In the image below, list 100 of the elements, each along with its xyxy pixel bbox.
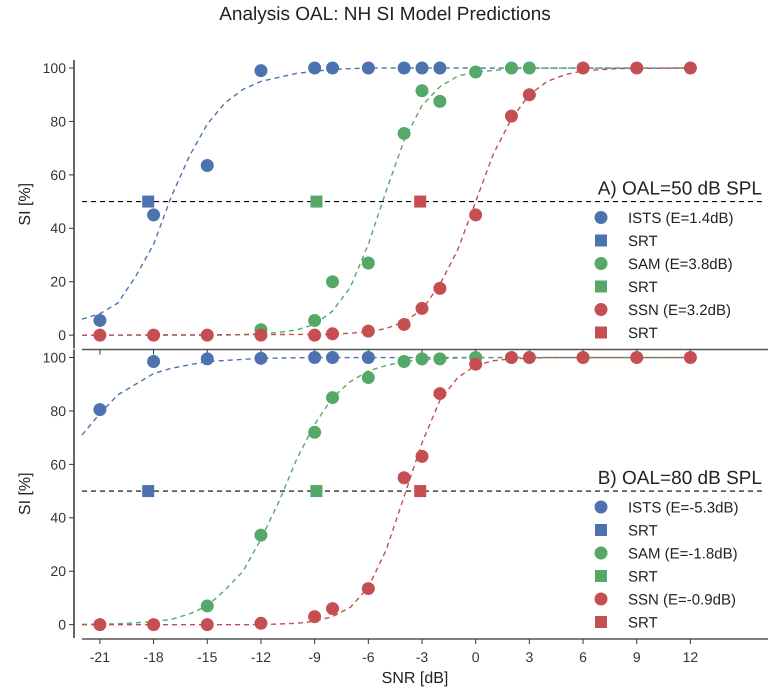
point bbox=[147, 208, 160, 222]
point bbox=[433, 387, 446, 400]
legend-label: SSN (E=-0.9dB) bbox=[628, 591, 736, 608]
point bbox=[326, 275, 340, 288]
point bbox=[469, 66, 482, 79]
x-tick-label: 6 bbox=[579, 649, 588, 665]
point bbox=[147, 618, 160, 632]
y-tick-label: 0 bbox=[58, 616, 66, 633]
point bbox=[362, 62, 375, 75]
point bbox=[326, 351, 340, 364]
y-tick-label: 20 bbox=[50, 563, 66, 580]
legend-label: SRT bbox=[628, 278, 658, 296]
y-tick-label: 60 bbox=[50, 456, 66, 472]
x-axis-title: SNR [dB] bbox=[382, 670, 448, 687]
point bbox=[147, 328, 160, 342]
point bbox=[142, 485, 154, 498]
legend-label: SAM (E=-1.8dB) bbox=[628, 545, 738, 562]
point bbox=[310, 485, 322, 498]
point bbox=[362, 351, 375, 364]
point bbox=[93, 328, 106, 342]
point bbox=[254, 528, 268, 542]
point bbox=[142, 196, 154, 208]
point bbox=[414, 196, 426, 208]
legend-title: B) OAL=80 dB SPL bbox=[598, 468, 762, 489]
point bbox=[398, 126, 411, 140]
y-tick-label: 80 bbox=[50, 113, 66, 130]
point bbox=[433, 94, 446, 108]
point bbox=[93, 314, 106, 327]
point bbox=[630, 62, 644, 75]
y-tick-label: 40 bbox=[50, 510, 66, 526]
point bbox=[504, 351, 518, 364]
point bbox=[147, 355, 160, 368]
point bbox=[416, 450, 428, 463]
point bbox=[200, 599, 214, 612]
point bbox=[326, 62, 340, 75]
point bbox=[254, 328, 268, 342]
y-tick-label: 100 bbox=[42, 60, 66, 76]
x-tick-label: -15 bbox=[197, 649, 218, 665]
point bbox=[398, 318, 411, 331]
point bbox=[433, 352, 446, 366]
point bbox=[308, 426, 322, 439]
y-tick-label: 0 bbox=[58, 327, 66, 344]
x-tick-label: -21 bbox=[90, 649, 110, 665]
x-tick-label: 9 bbox=[632, 649, 641, 665]
point bbox=[308, 610, 322, 624]
point bbox=[522, 351, 536, 364]
point bbox=[576, 62, 590, 75]
point bbox=[469, 358, 482, 371]
point bbox=[416, 62, 428, 75]
point bbox=[684, 351, 697, 364]
point bbox=[433, 62, 446, 75]
point bbox=[469, 208, 482, 222]
legend-label: SRT bbox=[628, 614, 658, 632]
legend-label: SAM (E=3.8dB) bbox=[628, 256, 733, 273]
x-tick-label: -12 bbox=[250, 649, 272, 665]
y-tick-label: 100 bbox=[42, 349, 66, 366]
point bbox=[93, 618, 106, 632]
point bbox=[416, 84, 428, 98]
point bbox=[93, 403, 106, 416]
point bbox=[398, 471, 411, 484]
point bbox=[254, 616, 268, 630]
point bbox=[254, 64, 268, 78]
point bbox=[414, 485, 426, 498]
legend-label: SRT bbox=[628, 568, 658, 586]
point bbox=[398, 355, 411, 368]
point bbox=[504, 62, 518, 75]
legend-title: A) OAL=50 dB SPL bbox=[598, 178, 762, 200]
point bbox=[308, 328, 322, 342]
x-tick-label: -9 bbox=[308, 649, 322, 665]
y-axis-title: SI [%] bbox=[17, 182, 34, 226]
point bbox=[504, 110, 518, 123]
point bbox=[326, 391, 340, 404]
y-tick-label: 40 bbox=[50, 220, 66, 236]
legend-label: SRT bbox=[628, 324, 658, 342]
y-tick-label: 80 bbox=[50, 402, 66, 419]
point bbox=[684, 62, 697, 75]
point bbox=[200, 328, 214, 342]
point bbox=[362, 324, 375, 338]
legend-label: SSN (E=3.2dB) bbox=[628, 302, 731, 319]
x-tick-label: 0 bbox=[472, 649, 480, 665]
legend-label: SRT bbox=[628, 232, 658, 250]
legend-label: SRT bbox=[628, 522, 658, 540]
x-tick-label: -18 bbox=[143, 649, 164, 665]
point bbox=[200, 618, 214, 632]
point bbox=[308, 314, 322, 327]
point bbox=[576, 351, 590, 364]
point bbox=[433, 282, 446, 295]
point bbox=[522, 62, 536, 75]
y-axis-title: SI [%] bbox=[17, 472, 34, 516]
point bbox=[416, 302, 428, 315]
point bbox=[362, 371, 375, 384]
point bbox=[254, 352, 268, 365]
x-tick-label: -3 bbox=[416, 649, 428, 665]
x-tick-label: 12 bbox=[682, 649, 698, 665]
x-tick-label: 3 bbox=[525, 649, 534, 665]
point bbox=[416, 352, 428, 366]
point bbox=[630, 351, 644, 364]
point bbox=[522, 88, 536, 102]
point bbox=[310, 196, 322, 208]
legend-label: ISTS (E=-5.3dB) bbox=[628, 499, 738, 516]
